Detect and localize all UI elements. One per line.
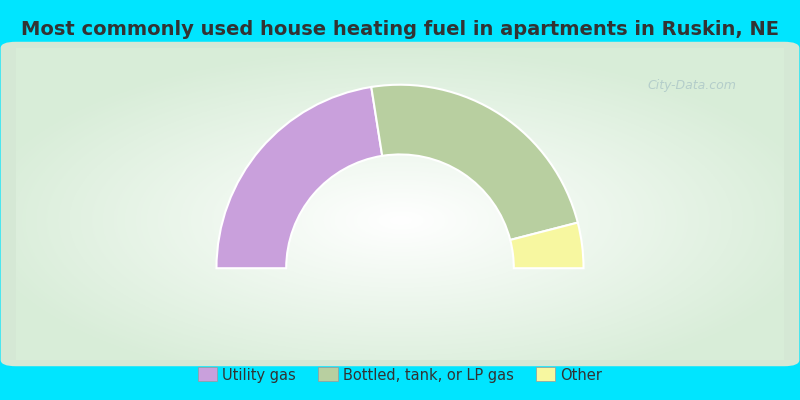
Wedge shape [371,85,578,240]
Text: Most commonly used house heating fuel in apartments in Ruskin, NE: Most commonly used house heating fuel in… [21,20,779,39]
Wedge shape [510,222,583,268]
Legend: Utility gas, Bottled, tank, or LP gas, Other: Utility gas, Bottled, tank, or LP gas, O… [192,362,608,389]
Wedge shape [217,87,382,268]
Text: City-Data.com: City-Data.com [647,79,736,92]
FancyBboxPatch shape [1,42,799,366]
